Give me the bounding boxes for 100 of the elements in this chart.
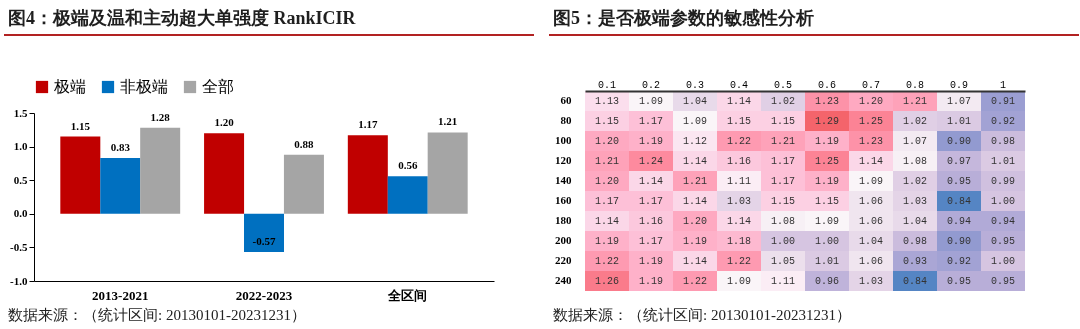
data-label: 1.03	[902, 196, 928, 207]
data-label: 1.08	[770, 216, 796, 227]
data-label: 0.90	[946, 236, 972, 247]
bar	[387, 176, 428, 214]
data-label: 1.14	[726, 96, 752, 107]
data-label: 0.88	[294, 137, 315, 150]
data-label: 1.17	[638, 116, 664, 127]
data-label: 0.95	[946, 176, 972, 187]
x-tick-label: 0.4	[729, 79, 749, 91]
data-label: 1.22	[682, 276, 708, 287]
data-label: 1.09	[814, 216, 840, 227]
y-tick-label: 80	[560, 114, 572, 126]
data-label: 0.97	[946, 156, 972, 167]
x-tick-label: 0.9	[949, 79, 969, 91]
data-label: 1.01	[990, 156, 1016, 167]
data-label: 1.15	[70, 119, 91, 132]
data-label: 1.17	[770, 156, 796, 167]
data-label: 0.83	[110, 141, 131, 154]
data-label: 1.13	[594, 96, 620, 107]
x-tick-label: 0.1	[597, 79, 617, 91]
data-label: 0.91	[990, 96, 1016, 107]
data-label: 0.96	[814, 276, 840, 287]
data-label: 1.20	[682, 216, 708, 227]
y-tick-label: -1.0	[10, 274, 28, 287]
data-label: 1.17	[594, 196, 620, 207]
data-label: 1.11	[726, 176, 752, 187]
data-label: 1.12	[682, 136, 708, 147]
data-label: 1.15	[770, 196, 796, 207]
x-tick-label: 2022-2023	[235, 287, 293, 303]
legend-label: 非极端	[120, 78, 168, 95]
data-label: 0.95	[946, 276, 972, 287]
data-label: 1.19	[594, 236, 620, 247]
data-label: 1.23	[814, 96, 840, 107]
data-label: 0.84	[902, 276, 928, 287]
data-label: 0.98	[990, 136, 1016, 147]
x-tick-label: 2013-2021	[92, 287, 149, 303]
data-label: 1.16	[638, 216, 664, 227]
data-label: 1.04	[902, 216, 928, 227]
data-label: 1.04	[682, 96, 708, 107]
data-label: 0.95	[990, 236, 1016, 247]
y-tick-label: 100	[555, 134, 572, 146]
data-label: 1.09	[638, 96, 664, 107]
data-label: 1.02	[902, 116, 928, 127]
x-tick-label: 1	[999, 79, 1007, 91]
data-label: 1.21	[438, 115, 458, 128]
data-label: 1.02	[770, 96, 796, 107]
data-label: 1.02	[902, 176, 928, 187]
data-label: 0.94	[946, 216, 972, 227]
y-tick-label: 180	[555, 214, 572, 226]
bar	[204, 133, 245, 214]
bar	[140, 127, 181, 214]
data-label: 1.01	[814, 256, 840, 267]
data-label: 1.19	[638, 276, 664, 287]
data-label: 0.93	[902, 256, 928, 267]
data-label: 1.17	[638, 236, 664, 247]
x-tick-label: 0.2	[641, 79, 661, 91]
x-tick-label: 全区间	[387, 287, 428, 303]
data-label: 1.26	[594, 276, 620, 287]
chart-title: 图4：极端及温和主动超大单强度 RankICIR	[4, 0, 534, 36]
data-label: 1.18	[726, 236, 752, 247]
data-label: 1.00	[770, 236, 796, 247]
data-label: 1.09	[726, 276, 752, 287]
data-label: 1.25	[814, 156, 840, 167]
data-label: 0.56	[398, 159, 418, 172]
data-label: 1.17	[770, 176, 796, 187]
data-label: 1.21	[902, 96, 928, 107]
data-label: 1.28	[150, 110, 171, 123]
data-label: 1.19	[638, 256, 664, 267]
bar	[60, 136, 101, 214]
data-label: 1.00	[814, 236, 840, 247]
chart-title: 图5：是否极端参数的敏感性分析	[549, 0, 1079, 36]
data-label: 1.21	[682, 176, 708, 187]
bar	[283, 154, 324, 214]
bar	[244, 213, 284, 253]
bar	[100, 158, 141, 214]
source-note: 数据来源：（统计区间: 20130101-20231231）	[8, 306, 306, 325]
data-label: 1.19	[638, 136, 664, 147]
legend-label: 极端	[53, 78, 86, 95]
data-label: 1.06	[858, 196, 884, 207]
data-label: 1.17	[638, 196, 664, 207]
data-label: -0.57	[252, 235, 276, 248]
data-label: 0.84	[946, 196, 972, 207]
data-label: 1.11	[770, 276, 796, 287]
y-tick-label: 140	[555, 174, 572, 186]
data-label: 1.21	[594, 156, 620, 167]
x-tick-label: 0.5	[773, 79, 793, 91]
data-label: 1.22	[726, 136, 752, 147]
data-label: 1.15	[726, 116, 752, 127]
bar	[427, 132, 468, 214]
x-tick-label: 0.7	[861, 79, 881, 91]
data-label: 1.29	[814, 116, 840, 127]
data-label: 1.14	[726, 216, 752, 227]
data-label: 1.09	[858, 176, 884, 187]
data-label: 1.22	[594, 256, 620, 267]
data-label: 1.22	[726, 256, 752, 267]
data-label: 1.24	[638, 156, 664, 167]
data-label: 1.25	[858, 116, 884, 127]
data-label: 0.90	[946, 136, 972, 147]
data-label: 1.15	[814, 196, 840, 207]
y-tick-label: 1.5	[13, 106, 28, 119]
